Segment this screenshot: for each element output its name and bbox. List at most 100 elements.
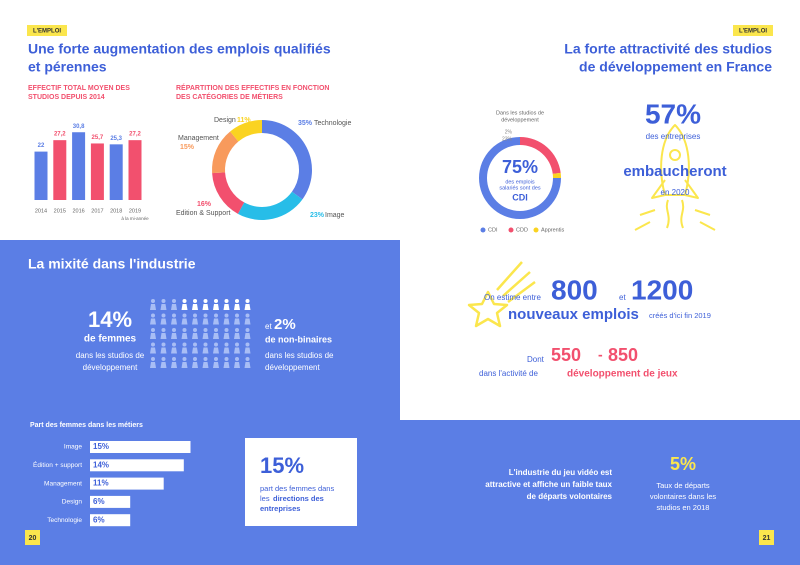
person-body — [244, 304, 251, 310]
caption: développement — [83, 363, 138, 372]
person-head — [235, 313, 239, 318]
person-head — [235, 299, 239, 303]
donut-slice — [212, 172, 245, 214]
chart-title: DES CATÉGORIES DE MÉTIERS — [176, 92, 283, 101]
person-body — [202, 304, 209, 310]
caption: part des femmes dans — [260, 484, 334, 493]
person-body — [213, 362, 219, 368]
donut-slice — [237, 191, 303, 220]
person-icon — [244, 357, 251, 368]
person-icon — [150, 357, 156, 368]
person-body — [171, 347, 177, 354]
person-head — [182, 342, 187, 347]
person-head — [245, 342, 250, 347]
person-head — [151, 342, 155, 347]
caption: volontaires dans les — [650, 492, 717, 501]
person-body — [150, 318, 156, 325]
person-head — [182, 328, 187, 332]
donut-slice — [552, 172, 561, 178]
chart-title: Part des femmes dans les métiers — [30, 422, 143, 429]
person-body — [192, 304, 198, 310]
person-body — [171, 362, 177, 368]
person-body — [160, 333, 167, 339]
person-icon — [223, 299, 230, 310]
person-head — [151, 299, 155, 303]
y-tick-label: Management — [44, 480, 82, 487]
person-body — [213, 304, 219, 310]
value-label: 11% — [93, 479, 109, 488]
person-head — [245, 299, 250, 303]
person-body — [160, 347, 167, 354]
value-label: 25,3 — [110, 136, 122, 142]
bar — [90, 495, 131, 508]
person-head — [224, 328, 229, 332]
person-icon — [150, 313, 156, 325]
person-icon — [160, 299, 167, 310]
chart-title: développement — [501, 117, 539, 123]
value-label: 22 — [38, 143, 45, 149]
caption-bold: directions des — [273, 494, 324, 503]
caption-bold: L'industrie du jeu vidéo est — [509, 468, 613, 477]
caption: les — [260, 494, 270, 503]
person-head — [203, 328, 208, 332]
person-icon — [202, 299, 209, 310]
person-head — [193, 328, 197, 332]
person-head — [245, 357, 250, 361]
person-body — [223, 347, 230, 354]
person-icon — [223, 328, 230, 339]
value-caption: de non-binaires — [265, 334, 332, 344]
person-head — [172, 299, 176, 303]
tag: L'EMPLOI — [33, 29, 61, 35]
person-icon — [223, 342, 230, 354]
page-title: La forte attractivité des studios — [564, 41, 772, 57]
person-body — [234, 333, 240, 339]
person-head — [182, 357, 187, 361]
value-label: 30,8 — [73, 124, 85, 130]
person-head — [214, 357, 218, 361]
slice-value: 16% — [197, 201, 212, 208]
person-head — [172, 313, 176, 318]
person-icon — [234, 313, 240, 325]
person-icon — [150, 328, 156, 339]
page-title: de développement en France — [579, 59, 772, 75]
person-icon — [244, 299, 251, 310]
person-icon — [171, 313, 177, 325]
bar — [53, 140, 67, 200]
person-body — [181, 318, 188, 325]
slice-label: Design — [214, 117, 236, 124]
caption: - — [598, 347, 603, 363]
prefix: et — [265, 322, 272, 331]
person-icon — [192, 313, 198, 325]
caption: en 2020 — [661, 188, 690, 197]
person-icon — [213, 328, 219, 339]
person-icon — [181, 357, 188, 368]
person-head — [193, 342, 197, 347]
x-tick-label: 2019 — [129, 208, 141, 214]
caption: dans l'activité de — [479, 369, 538, 378]
x-tick-label: 2018 — [110, 208, 122, 214]
person-icon — [234, 328, 240, 339]
person-icon — [160, 328, 167, 339]
caption: et — [619, 293, 626, 302]
x-tick-label: 2017 — [91, 208, 103, 214]
person-body — [181, 333, 188, 339]
slice-value: 23% — [310, 212, 325, 219]
person-icon — [160, 357, 167, 368]
big-value: 1200 — [631, 274, 693, 305]
big-value: 800 — [551, 274, 598, 305]
value-label: 27,2 — [54, 132, 66, 138]
person-body — [202, 347, 209, 354]
donut-slice — [212, 131, 239, 174]
person-body — [181, 362, 188, 368]
person-icon — [150, 299, 156, 310]
legend-label: Apprentis — [541, 227, 564, 233]
person-icon — [192, 328, 198, 339]
tag: L'EMPLOI — [739, 29, 767, 35]
bar — [90, 477, 164, 490]
person-body — [202, 362, 209, 368]
person-icon — [244, 313, 251, 325]
person-icon — [234, 357, 240, 368]
person-icon — [213, 342, 219, 354]
donut-slice — [262, 120, 312, 200]
y-tick-label: Technologie — [47, 517, 82, 524]
